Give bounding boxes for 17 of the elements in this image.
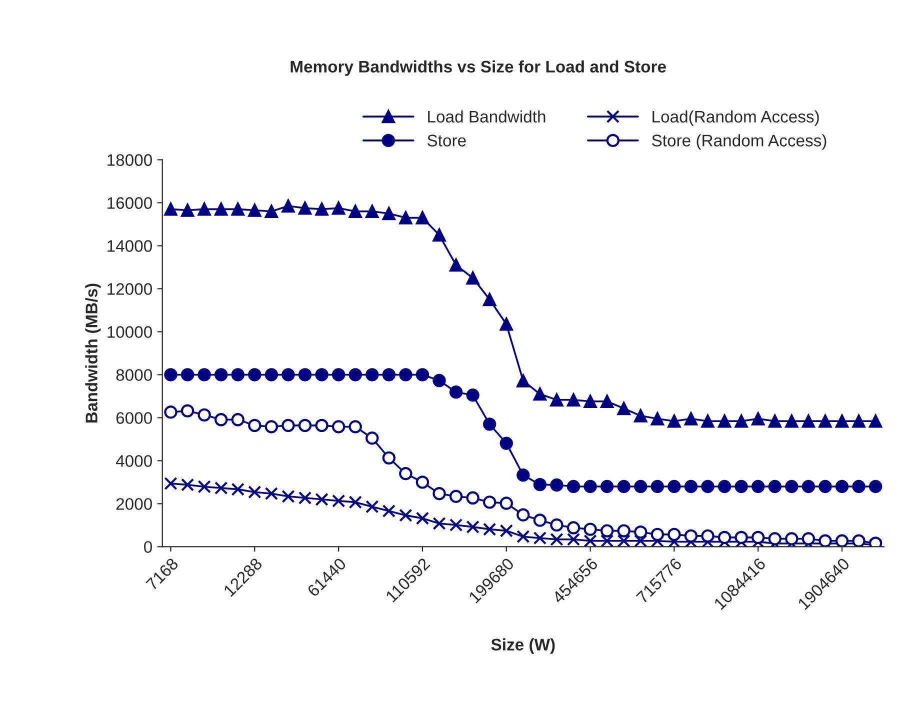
legend-label: Store (Random Access) — [652, 134, 826, 150]
y-tick-label: 0 — [144, 541, 152, 553]
legend-label: Load Bandwidth — [428, 110, 546, 123]
y-tick-label: 6000 — [116, 412, 152, 424]
x-axis-title: Size (W) — [491, 638, 555, 654]
y-tick-label: 8000 — [116, 369, 152, 381]
legend-label: Store — [427, 134, 466, 146]
chart-title: Memory Bandwidths vs Size for Load and Store — [290, 60, 666, 76]
y-tick-label: 16000 — [108, 197, 152, 209]
legend-label: Load(Random Access) — [652, 110, 819, 126]
y-tick-label: 10000 — [108, 326, 152, 338]
y-tick-label: 2000 — [116, 498, 152, 510]
y-tick-label: 4000 — [116, 455, 152, 467]
y-axis-title: Bandwidth (MB/s) — [85, 284, 101, 422]
y-tick-label: 12000 — [108, 283, 152, 295]
y-tick-label: 18000 — [108, 154, 152, 166]
y-tick-label: 14000 — [108, 240, 152, 252]
